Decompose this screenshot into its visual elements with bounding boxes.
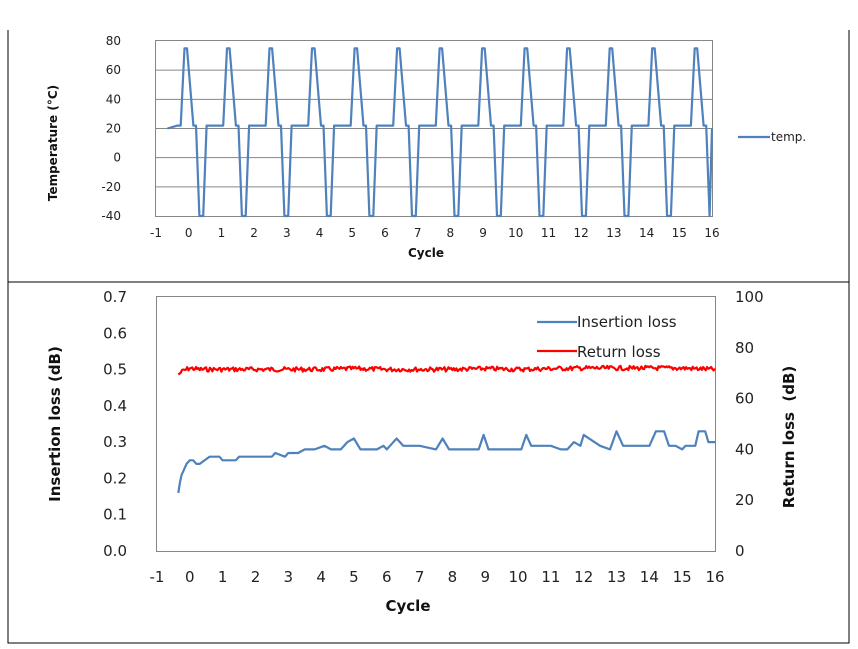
temperature-y-tick-label: 80 — [106, 34, 121, 48]
loss-x-tick-label: 15 — [673, 568, 692, 586]
insertion-loss-y-tick-label: 0.3 — [103, 433, 127, 451]
return-loss-y-tick-label: 40 — [735, 440, 754, 458]
insertion-loss-y-tick-label: 0.7 — [103, 288, 127, 306]
return-loss-y-tick-label: 20 — [735, 491, 754, 509]
loss-x-tick-label: 12 — [574, 568, 593, 586]
loss-x-axis-title: Cycle — [386, 597, 431, 615]
temperature-x-tick-label: 11 — [541, 226, 556, 240]
temperature-x-ticks: -1 0 1 2 3 4 5 6 7 8 9 10 11 12 13 14 15 16 — [150, 226, 720, 240]
loss-x-tick-label: 9 — [480, 568, 490, 586]
temperature-x-tick-label: 5 — [348, 226, 356, 240]
insertion-loss-y-tick-label: 0.2 — [103, 469, 127, 487]
temperature-x-tick-label: 8 — [447, 226, 455, 240]
loss-x-tick-label: 5 — [349, 568, 359, 586]
temperature-x-tick-label: 12 — [574, 226, 589, 240]
temperature-x-tick-label: 4 — [316, 226, 324, 240]
return-loss-series-line — [177, 364, 716, 376]
temperature-y-tick-label: -40 — [101, 209, 121, 223]
loss-x-tick-label: 13 — [607, 568, 626, 586]
temperature-y-tick-label: -20 — [101, 180, 121, 194]
temperature-plot-area — [155, 40, 713, 217]
return-loss-y-tick-label: 60 — [735, 390, 754, 408]
temperature-x-tick-label: 10 — [508, 226, 523, 240]
temperature-y-tick-label: 60 — [106, 63, 121, 77]
loss-x-tick-label: 6 — [382, 568, 392, 586]
loss-x-tick-label: -1 — [150, 568, 165, 586]
temperature-y-ticks: 80 60 40 20 0 -20 -40 — [101, 34, 121, 223]
loss-x-tick-label: 14 — [640, 568, 659, 586]
loss-x-tick-label: 11 — [541, 568, 560, 586]
return-loss-y-tick-label: 80 — [735, 339, 754, 357]
temperature-x-tick-label: 16 — [704, 226, 719, 240]
temperature-y-axis-title: Temperature (°C) — [46, 85, 60, 201]
temperature-x-tick-label: 13 — [606, 226, 621, 240]
temperature-x-tick-label: 3 — [283, 226, 291, 240]
loss-x-tick-label: 10 — [509, 568, 528, 586]
insertion-loss-y-tick-label: 0.5 — [103, 361, 127, 379]
temperature-x-tick-label: 15 — [672, 226, 687, 240]
temperature-x-tick-label: 9 — [479, 226, 487, 240]
insertion-loss-y-ticks: 0.7 0.6 0.5 0.4 0.3 0.2 0.1 0.0 — [103, 288, 127, 560]
loss-x-tick-label: 16 — [705, 568, 724, 586]
temp-series-line — [167, 47, 714, 218]
temperature-x-tick-label: 6 — [381, 226, 389, 240]
return-loss-y-tick-label: 0 — [735, 542, 745, 560]
loss-x-tick-label: 1 — [218, 568, 228, 586]
return-loss-y-ticks: 100 80 60 40 20 0 — [735, 288, 764, 560]
bottom-panel-frame — [7, 281, 850, 644]
loss-x-tick-label: 8 — [448, 568, 458, 586]
loss-x-tick-label: 0 — [185, 568, 195, 586]
insertion-loss-series-line — [177, 430, 715, 494]
temperature-y-tick-label: 0 — [113, 151, 121, 165]
loss-legend: Insertion loss Return loss — [537, 313, 677, 361]
insertion-loss-y-tick-label: 0.4 — [103, 397, 127, 415]
temperature-y-tick-label: 20 — [106, 122, 121, 136]
temperature-x-tick-label: 0 — [185, 226, 193, 240]
legend-return-label: Return loss — [577, 343, 661, 361]
temperature-x-tick-label: 7 — [414, 226, 422, 240]
loss-x-ticks: -1 0 1 2 3 4 5 6 7 8 9 10 11 12 13 14 15 16 — [150, 568, 725, 586]
loss-x-tick-label: 3 — [284, 568, 294, 586]
legend-insertion-label: Insertion loss — [577, 313, 677, 331]
loss-x-tick-label: 2 — [251, 568, 261, 586]
temperature-x-tick-label: -1 — [150, 226, 162, 240]
temperature-x-tick-label: 14 — [639, 226, 654, 240]
loss-x-tick-label: 4 — [316, 568, 326, 586]
return-loss-y-tick-label: 100 — [735, 288, 764, 306]
return-loss-axis-title: Return loss (dB) — [780, 366, 798, 509]
temperature-x-axis-title: Cycle — [408, 246, 444, 260]
insertion-loss-y-tick-label: 0.6 — [103, 324, 127, 342]
temperature-x-tick-label: 2 — [250, 226, 258, 240]
loss-plot-area — [156, 296, 716, 552]
insertion-loss-axis-title: Insertion loss (dB) — [46, 346, 64, 502]
loss-x-tick-label: 7 — [415, 568, 425, 586]
legend-temp-label: temp. — [771, 130, 806, 144]
temperature-y-tick-label: 40 — [106, 92, 121, 106]
temperature-legend: temp. — [738, 130, 806, 144]
temperature-x-tick-label: 1 — [218, 226, 226, 240]
insertion-loss-y-tick-label: 0.0 — [103, 542, 127, 560]
insertion-loss-y-tick-label: 0.1 — [103, 506, 127, 524]
